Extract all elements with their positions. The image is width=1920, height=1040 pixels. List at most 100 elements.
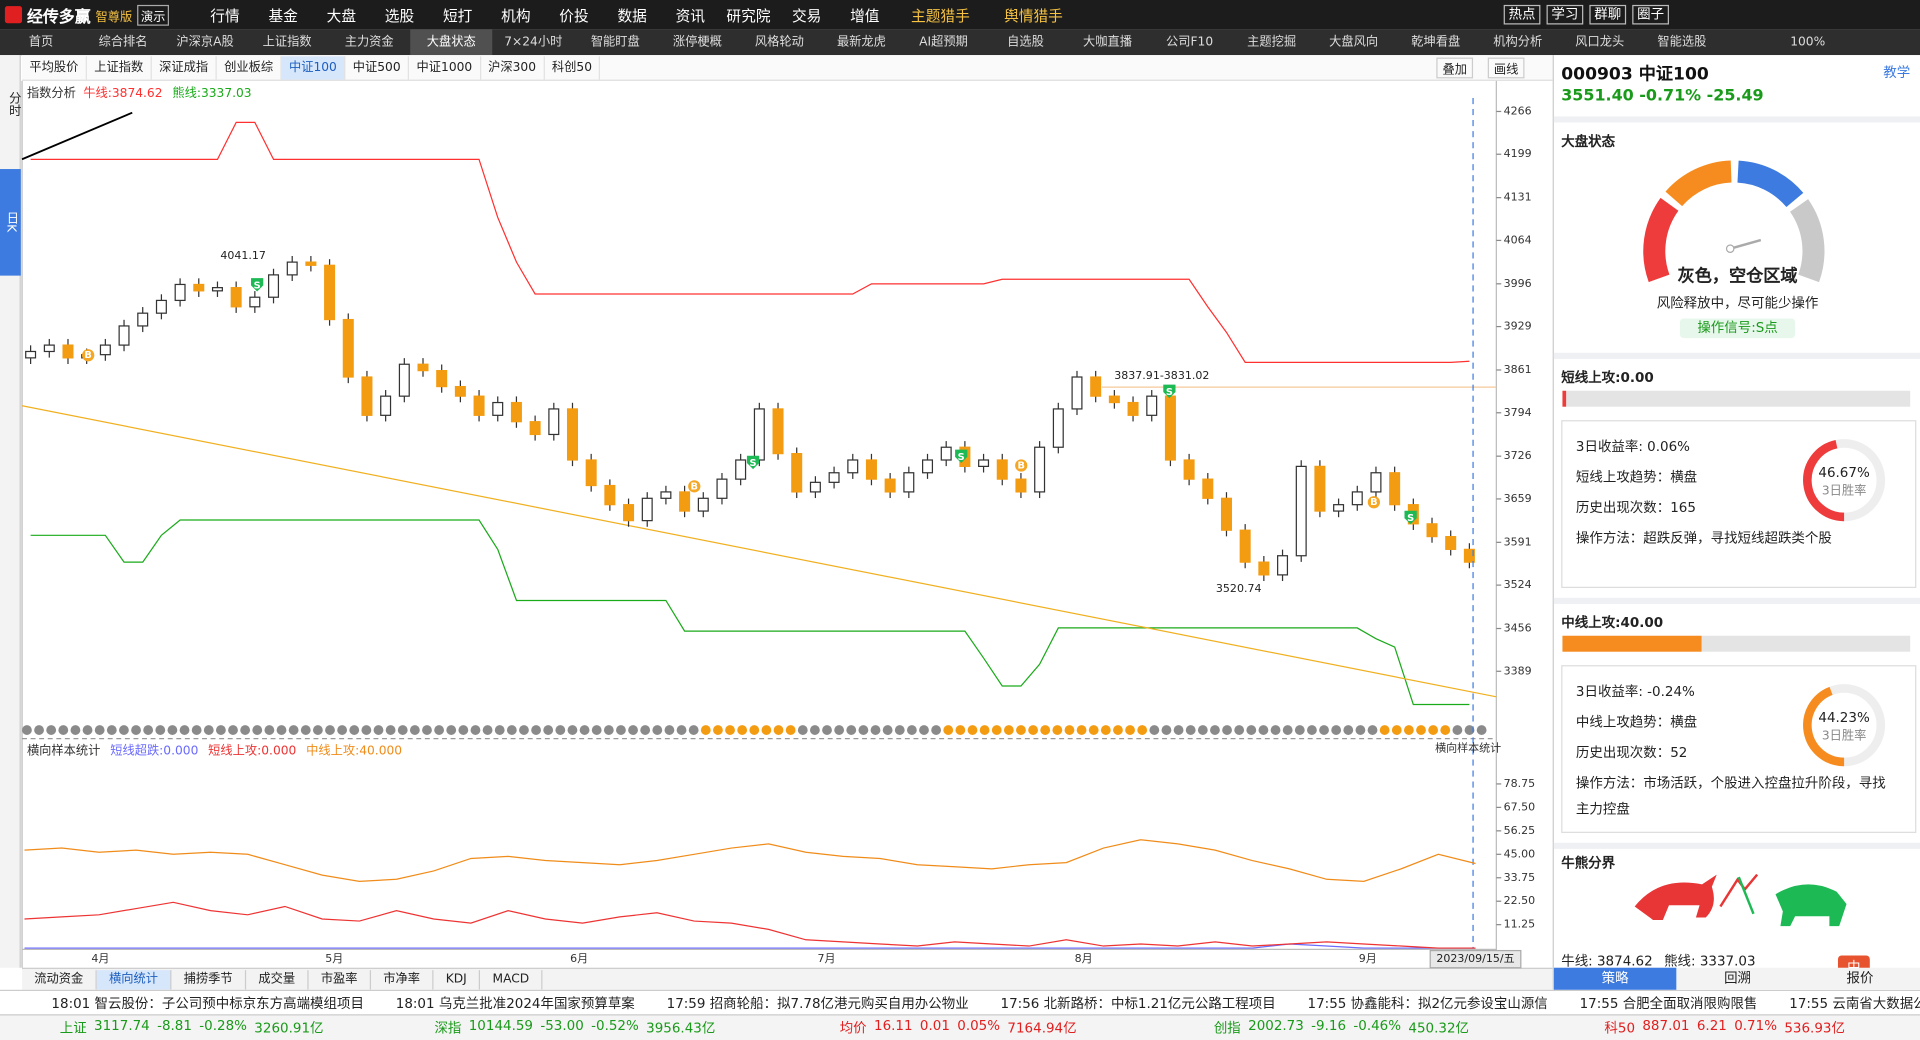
index-tab[interactable]: 创业板综 xyxy=(217,55,282,80)
period-tab[interactable]: 日K xyxy=(0,169,21,276)
nav-tab[interactable]: 机构分析 xyxy=(1493,35,1543,49)
chart-header: 指数分析 牛线:3874.62 熊线:3337.03 xyxy=(27,82,762,99)
menu-item[interactable]: 资讯 xyxy=(675,6,706,24)
nav-tab[interactable]: 综合排名 xyxy=(98,35,148,49)
status-dot xyxy=(567,725,578,735)
market-desc: 风险释放中，尽可能少操作 xyxy=(1656,295,1819,312)
status-dot xyxy=(34,725,44,735)
top-button[interactable]: 学习 xyxy=(1546,4,1584,25)
news-item[interactable]: 17:59 招商轮船：拟7.78亿港元购买自用办公物业 xyxy=(666,995,969,1012)
status-dot xyxy=(155,725,166,735)
candle-body xyxy=(137,312,149,327)
candle-body xyxy=(473,395,485,416)
nav-tab[interactable]: 风格轮动 xyxy=(754,35,804,49)
candle-body xyxy=(1164,395,1176,461)
menu-item[interactable]: 机构 xyxy=(501,6,531,24)
teach-link[interactable]: 教学 xyxy=(1883,64,1911,81)
menu-item[interactable]: 舆情猎手 xyxy=(1004,6,1063,24)
menu-item[interactable]: 研究院 xyxy=(726,6,771,24)
news-item[interactable]: 17:55 合肥全面取消限购限售 xyxy=(1579,995,1758,1012)
nav-tab[interactable]: 风口龙头 xyxy=(1575,35,1625,49)
menu-item[interactable]: 基金 xyxy=(268,6,298,24)
nav-tab[interactable]: 7×24小时 xyxy=(504,35,563,49)
top-button[interactable]: 圈子 xyxy=(1632,4,1669,25)
index-tab[interactable]: 沪深300 xyxy=(481,55,545,80)
top-button[interactable]: 群聊 xyxy=(1589,4,1627,25)
nav-tab[interactable]: AI超预期 xyxy=(919,35,968,49)
menu-item[interactable]: 选股 xyxy=(384,6,415,24)
nav-tab[interactable]: 大盘状态 xyxy=(410,29,493,56)
candle-body xyxy=(940,446,952,461)
menu-item[interactable]: 交易 xyxy=(791,6,822,24)
status-dot xyxy=(1319,725,1329,735)
status-dot xyxy=(1391,725,1402,735)
nav-tab[interactable]: 自选股 xyxy=(1007,35,1044,49)
news-item[interactable]: 18:01 乌克兰批准2024年国家预算草案 xyxy=(395,995,635,1012)
bottom-tab[interactable]: 成交量 xyxy=(246,969,309,990)
candle-body xyxy=(230,287,242,308)
status-dot xyxy=(616,725,626,735)
index-tab[interactable]: 平均股价 xyxy=(22,55,87,80)
bottom-tab[interactable]: 市净率 xyxy=(371,969,434,990)
status-dot xyxy=(1440,725,1451,735)
news-item[interactable]: 17:56 北新路桥：中标1.21亿元公路工程项目 xyxy=(1000,995,1276,1012)
nav-tab[interactable]: 涨停梗概 xyxy=(672,35,722,49)
index-tab[interactable]: 科创50 xyxy=(545,55,601,80)
panel-tab[interactable]: 策略 xyxy=(1553,967,1677,990)
nav-tab[interactable]: 乾坤看盘 xyxy=(1411,35,1461,49)
status-dot xyxy=(555,725,566,735)
nav-tab[interactable]: 首页 xyxy=(28,35,54,49)
bottom-tab[interactable]: 捕捞季节 xyxy=(171,969,247,990)
index-tab[interactable]: 中证100 xyxy=(281,55,346,80)
status-dot xyxy=(737,725,748,735)
bottom-tab[interactable]: KDJ xyxy=(433,969,481,990)
nav-tab[interactable]: 智能选股 xyxy=(1657,35,1707,49)
period-tab[interactable]: 分时 xyxy=(6,91,20,117)
panel-tab[interactable]: 报价 xyxy=(1846,970,1874,987)
nav-tab[interactable]: 沪深京A股 xyxy=(176,35,234,49)
nav-tab[interactable]: 最新龙虎 xyxy=(836,35,886,49)
nav-tab[interactable]: 大咖直播 xyxy=(1083,35,1133,49)
menu-item[interactable]: 大盘 xyxy=(326,6,357,24)
top-button[interactable]: 热点 xyxy=(1503,4,1541,25)
y-tick-label: 4131 xyxy=(1504,191,1532,204)
index-quote: 创指 2002.73 -9.16 -0.46% 450.32亿 xyxy=(1150,1018,1533,1038)
nav-tab[interactable]: 主题挖掘 xyxy=(1247,35,1297,49)
news-item[interactable]: 18:01 智云股份：子公司预中标京东方高端模组项目 xyxy=(51,995,364,1012)
status-dot xyxy=(434,725,445,735)
nav-tab[interactable]: 大盘风向 xyxy=(1329,35,1379,49)
menu-item[interactable]: 增值 xyxy=(850,6,880,24)
status-dot xyxy=(1331,725,1342,735)
index-tab[interactable]: 深证成指 xyxy=(152,55,217,80)
candle-body xyxy=(679,491,691,512)
panel-tab[interactable]: 回溯 xyxy=(1724,970,1752,987)
nav-tab[interactable]: 主力资金 xyxy=(344,35,394,49)
index-tab[interactable]: 中证1000 xyxy=(409,55,481,80)
menu-item[interactable]: 主题猎手 xyxy=(911,6,970,24)
signal-label: S xyxy=(1166,387,1173,398)
bottom-tab[interactable]: 横向统计 xyxy=(96,969,172,990)
status-dot xyxy=(1367,725,1378,735)
menu-item[interactable]: 短打 xyxy=(442,6,473,24)
bottom-tab[interactable]: MACD xyxy=(480,969,543,990)
quote-amount: 7164.94亿 xyxy=(1007,1020,1077,1037)
news-item[interactable]: 17:55 云南省大数据公司成立 xyxy=(1789,995,1920,1012)
index-tab[interactable]: 中证500 xyxy=(345,55,410,80)
bull-label: 牛线:3874.62 xyxy=(83,86,163,100)
news-item[interactable]: 17:55 协鑫能科：拟2亿元参设宝山源信 xyxy=(1307,995,1548,1012)
nav-tab[interactable]: 上证指数 xyxy=(262,35,312,49)
menu-item[interactable]: 行情 xyxy=(210,6,240,24)
menu-item[interactable]: 数据 xyxy=(617,6,647,24)
nav-tab[interactable]: 公司F10 xyxy=(1166,35,1214,49)
menu-item[interactable]: 价投 xyxy=(559,6,589,24)
app-mode[interactable]: 演示 xyxy=(137,4,169,26)
status-dot xyxy=(725,725,735,735)
chart-tool[interactable]: 叠加 xyxy=(1436,56,1474,78)
section-title: 中线上攻:40.00 xyxy=(1561,614,1664,631)
candle-body xyxy=(548,408,560,436)
bottom-tab[interactable]: 流动资金 xyxy=(22,969,97,990)
index-tab[interactable]: 上证指数 xyxy=(87,55,152,80)
nav-tab[interactable]: 智能盯盘 xyxy=(590,35,640,49)
bottom-tab[interactable]: 市盈率 xyxy=(309,969,372,990)
chart-tool[interactable]: 画线 xyxy=(1487,56,1525,78)
